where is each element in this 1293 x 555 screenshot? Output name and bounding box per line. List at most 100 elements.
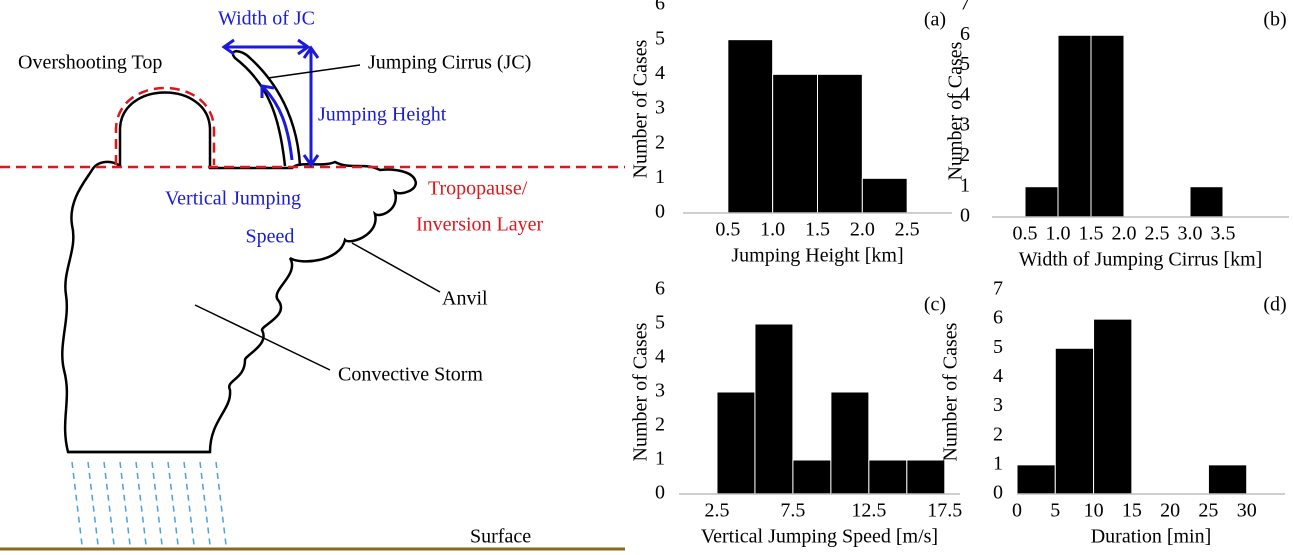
bar: [792, 459, 832, 495]
x-tick-label: 1.5: [805, 219, 830, 241]
y-axis-title: Number of Cases: [630, 322, 652, 461]
blue-arrows: [221, 38, 320, 168]
y-tick-label: 6: [960, 23, 970, 45]
y-tick-label: 0: [960, 205, 970, 227]
y-axis-title: Number of Cases: [940, 322, 962, 461]
y-tick-label: 3: [655, 380, 665, 402]
x-tick-label: 0.5: [715, 219, 740, 241]
y-tick-label: 1: [993, 452, 1003, 474]
x-tick-label: 2.0: [850, 219, 875, 241]
y-tick-label: 0: [993, 482, 1003, 504]
tropopause-label: Tropopause/: [428, 178, 528, 200]
y-tick-label: 2: [655, 131, 665, 153]
y-tick-label: 0: [655, 201, 665, 223]
x-tick-label: 2.5: [895, 219, 920, 241]
storm-label: Convective Storm: [338, 364, 483, 386]
bar: [716, 391, 756, 495]
x-tick-label: 17.5: [927, 500, 962, 522]
bar: [772, 73, 819, 214]
bar: [1189, 186, 1224, 218]
y-tick-label: 7: [993, 278, 1003, 300]
x-tick-label: 20: [1160, 500, 1180, 522]
y-tick-label: 7: [960, 0, 970, 15]
y-tick-label: 5: [655, 27, 665, 49]
overshoot-dash: [114, 86, 216, 165]
surface-label: Surface: [470, 526, 531, 548]
y-tick-label: 6: [993, 307, 1003, 329]
y-tick-label: 1: [960, 174, 970, 196]
y-tick-label: 5: [655, 312, 665, 334]
y-tick-label: 6: [655, 0, 665, 15]
y-tick-label: 5: [993, 336, 1003, 358]
panel-label: (d): [1263, 294, 1286, 316]
overshooting-label: Overshooting Top: [18, 52, 162, 74]
y-tick-label: 2: [960, 144, 970, 166]
bar: [1016, 464, 1056, 495]
x-axis-title: Jumping Height [km]: [731, 245, 903, 267]
y-tick-label: 2: [993, 423, 1003, 445]
x-tick-label: 2.0: [1112, 223, 1137, 245]
y-tick-label: 4: [960, 83, 970, 105]
anvil-pointer: [351, 242, 441, 293]
bar: [754, 323, 794, 495]
x-tick-label: 1.0: [1046, 223, 1071, 245]
jumping-cirrus: [231, 50, 302, 167]
height-label: Jumping Height: [318, 104, 447, 126]
bar: [1093, 318, 1133, 495]
x-axis-title: Width of Jumping Cirrus [km]: [1019, 249, 1263, 271]
panel-label: (a): [924, 9, 946, 31]
y-tick-label: 4: [655, 346, 665, 368]
y-tick-label: 4: [993, 365, 1003, 387]
jc-pointer: [267, 64, 361, 79]
bar: [906, 459, 946, 495]
x-tick-label: 15: [1122, 500, 1142, 522]
x-tick-label: 2.5: [1145, 223, 1170, 245]
bar: [1057, 34, 1092, 218]
x-tick-label: 7.5: [780, 500, 805, 522]
x-tick-label: 2.5: [704, 500, 729, 522]
y-tick-label: 1: [655, 166, 665, 188]
y-tick-label: 4: [655, 62, 665, 84]
bar: [1090, 34, 1125, 218]
x-tick-label: 30: [1237, 500, 1257, 522]
anvil-label: Anvil: [442, 288, 488, 310]
x-tick-label: 0: [1012, 500, 1022, 522]
bar: [830, 391, 870, 495]
y-tick-label: 3: [960, 114, 970, 136]
x-tick-label: 0.5: [1013, 223, 1038, 245]
rain: [71, 461, 227, 546]
x-tick-label: 1.5: [1079, 223, 1104, 245]
bar: [1207, 464, 1248, 495]
diagram: [0, 38, 625, 551]
bar: [817, 73, 863, 214]
speed-label: Speed: [246, 226, 295, 248]
x-axis-title: Vertical Jumping Speed [m/s]: [701, 526, 938, 548]
y-tick-label: 1: [655, 448, 665, 470]
y-tick-label: 5: [960, 53, 970, 75]
width-label: Width of JC: [218, 8, 315, 30]
speed-label: Vertical Jumping: [165, 188, 301, 210]
y-tick-label: 0: [655, 482, 665, 504]
x-tick-label: 25: [1198, 500, 1218, 522]
y-axis-title: Number of Cases: [945, 41, 967, 180]
x-tick-label: 5: [1050, 500, 1060, 522]
y-tick-label: 3: [655, 97, 665, 119]
cirrus-label: Jumping Cirrus (JC): [368, 52, 531, 74]
bar: [1054, 347, 1095, 495]
y-tick-label: 6: [655, 278, 665, 300]
x-tick-label: 1.0: [760, 219, 785, 241]
x-tick-label: 3.0: [1178, 223, 1203, 245]
y-tick-label: 3: [993, 394, 1003, 416]
x-tick-label: 10: [1084, 500, 1104, 522]
x-axis-title: Duration [min]: [1091, 526, 1212, 548]
y-tick-label: 2: [655, 414, 665, 436]
panel-label: (b): [1263, 9, 1286, 31]
bar: [868, 459, 908, 495]
bar: [1024, 186, 1059, 218]
y-axis-title: Number of Cases: [630, 39, 652, 178]
tropopause-label: Inversion Layer: [416, 214, 544, 236]
storm-outline: [61, 91, 418, 454]
x-tick-label: 12.5: [851, 500, 886, 522]
bar: [861, 177, 908, 214]
